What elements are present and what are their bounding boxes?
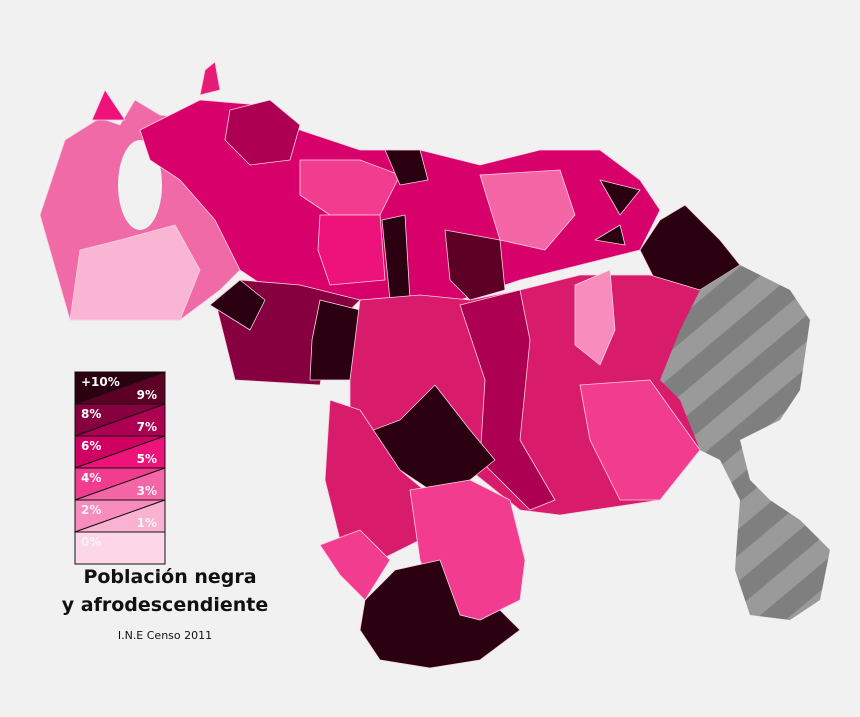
legend-label: 0%: [81, 535, 101, 549]
title-line: y afrodescendiente: [62, 594, 268, 616]
legend-label: 8%: [81, 407, 101, 421]
legend-label: 7%: [137, 420, 157, 434]
region: [69, 224, 201, 321]
legend-swatch: [74, 531, 166, 565]
region: [384, 149, 429, 186]
lake: [118, 140, 162, 230]
region: [91, 89, 126, 121]
legend: +10% 9% 8% 7% 6% 5% 4% 3% 2% 1% 0%: [74, 371, 166, 565]
region: [444, 229, 506, 301]
legend-label: 4%: [81, 471, 101, 485]
source: I.N.E Censo 2011: [118, 629, 212, 642]
region: [574, 269, 616, 366]
region: [224, 99, 301, 166]
map: [39, 61, 830, 669]
region: [199, 61, 221, 96]
legend-label: +10%: [81, 375, 120, 389]
region: [209, 279, 266, 331]
legend-label: 6%: [81, 439, 101, 453]
region: [319, 529, 391, 601]
disputed-region: [660, 265, 830, 620]
region: [599, 179, 641, 216]
region: [359, 559, 521, 669]
title-line: Población negra: [83, 566, 256, 588]
region: [317, 214, 386, 286]
region: [594, 224, 626, 246]
region: [479, 169, 576, 251]
legend-label: 1%: [137, 516, 157, 530]
legend-label: 9%: [137, 388, 157, 402]
legend-label: 3%: [137, 484, 157, 498]
legend-label: 5%: [137, 452, 157, 466]
region: [579, 379, 701, 501]
legend-label: 2%: [81, 503, 101, 517]
